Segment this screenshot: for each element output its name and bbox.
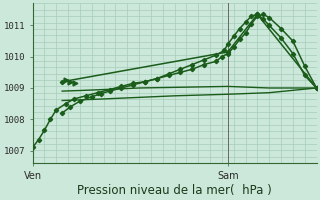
X-axis label: Pression niveau de la mer(  hPa ): Pression niveau de la mer( hPa ) (77, 184, 272, 197)
